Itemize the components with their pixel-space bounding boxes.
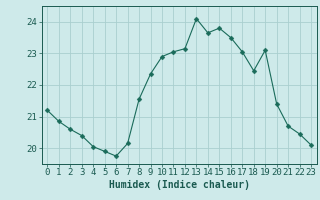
X-axis label: Humidex (Indice chaleur): Humidex (Indice chaleur): [109, 180, 250, 190]
